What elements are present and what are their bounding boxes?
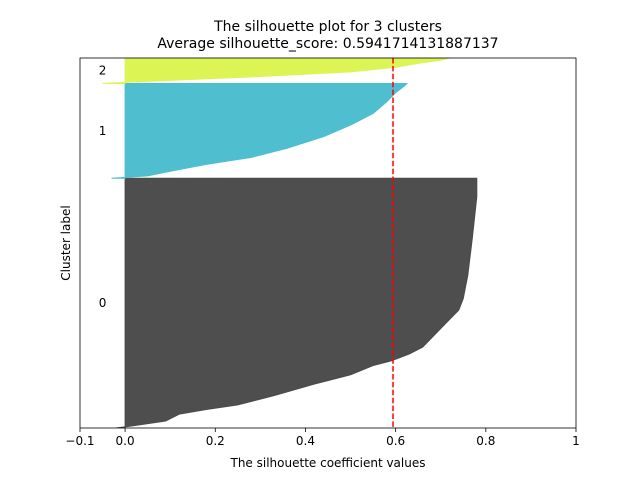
cluster-label-1: 1 bbox=[99, 124, 107, 138]
cluster-label-0: 0 bbox=[99, 296, 107, 310]
x-tick-label: 0.6 bbox=[386, 434, 405, 448]
chart-title: The silhouette plot for 3 clusters bbox=[213, 19, 442, 35]
x-axis-label: The silhouette coefficient values bbox=[230, 456, 426, 470]
x-tick-label: 1 bbox=[572, 434, 580, 448]
plot-frame bbox=[79, 57, 577, 429]
axes: −0.1 0.0 0.2 0.4 0.6 0.8 1 bbox=[65, 57, 580, 448]
y-axis-label: Cluster label bbox=[59, 205, 73, 280]
x-tick-label: 0.8 bbox=[476, 434, 495, 448]
silhouette-fills bbox=[102, 58, 478, 428]
silhouette-cluster-0 bbox=[116, 177, 478, 428]
x-tick-label: 0.0 bbox=[116, 434, 135, 448]
chart-subtitle: Average silhouette_score: 0.594171413188… bbox=[157, 36, 498, 52]
silhouette-cluster-2 bbox=[102, 58, 450, 84]
x-tick-label: 0.4 bbox=[296, 434, 315, 448]
x-tick-label: −0.1 bbox=[65, 434, 94, 448]
cluster-label-2: 2 bbox=[99, 64, 107, 78]
silhouette-cluster-1 bbox=[111, 82, 409, 179]
plot-area: 0 1 2 bbox=[99, 58, 478, 428]
x-tick-label: 0.2 bbox=[206, 434, 225, 448]
